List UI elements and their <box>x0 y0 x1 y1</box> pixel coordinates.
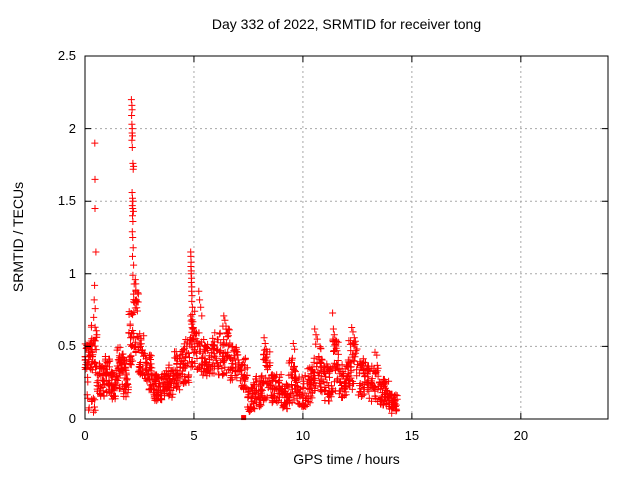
square-marker <box>241 415 247 421</box>
x-tick-label: 10 <box>295 428 311 443</box>
chart-title: Day 332 of 2022, SRMTID for receiver ton… <box>211 16 482 32</box>
y-tick-label: 1 <box>68 265 76 281</box>
x-tick-label: 20 <box>513 428 529 443</box>
x-tick-label: 5 <box>190 428 198 443</box>
y-tick-label: 2.5 <box>57 48 76 63</box>
axes-border-and-ticks <box>84 55 609 420</box>
x-axis-label: GPS time / hours <box>293 451 400 467</box>
x-tick-label: 15 <box>404 428 420 443</box>
x-tick-label: 0 <box>81 428 89 443</box>
y-tick-label: 0.5 <box>57 338 76 354</box>
y-tick-label: 0 <box>68 411 76 426</box>
y-tick-label: 1.5 <box>57 193 76 209</box>
scatter-points <box>81 96 401 421</box>
y-tick-label: 2 <box>68 120 76 136</box>
gridlines <box>85 56 608 419</box>
